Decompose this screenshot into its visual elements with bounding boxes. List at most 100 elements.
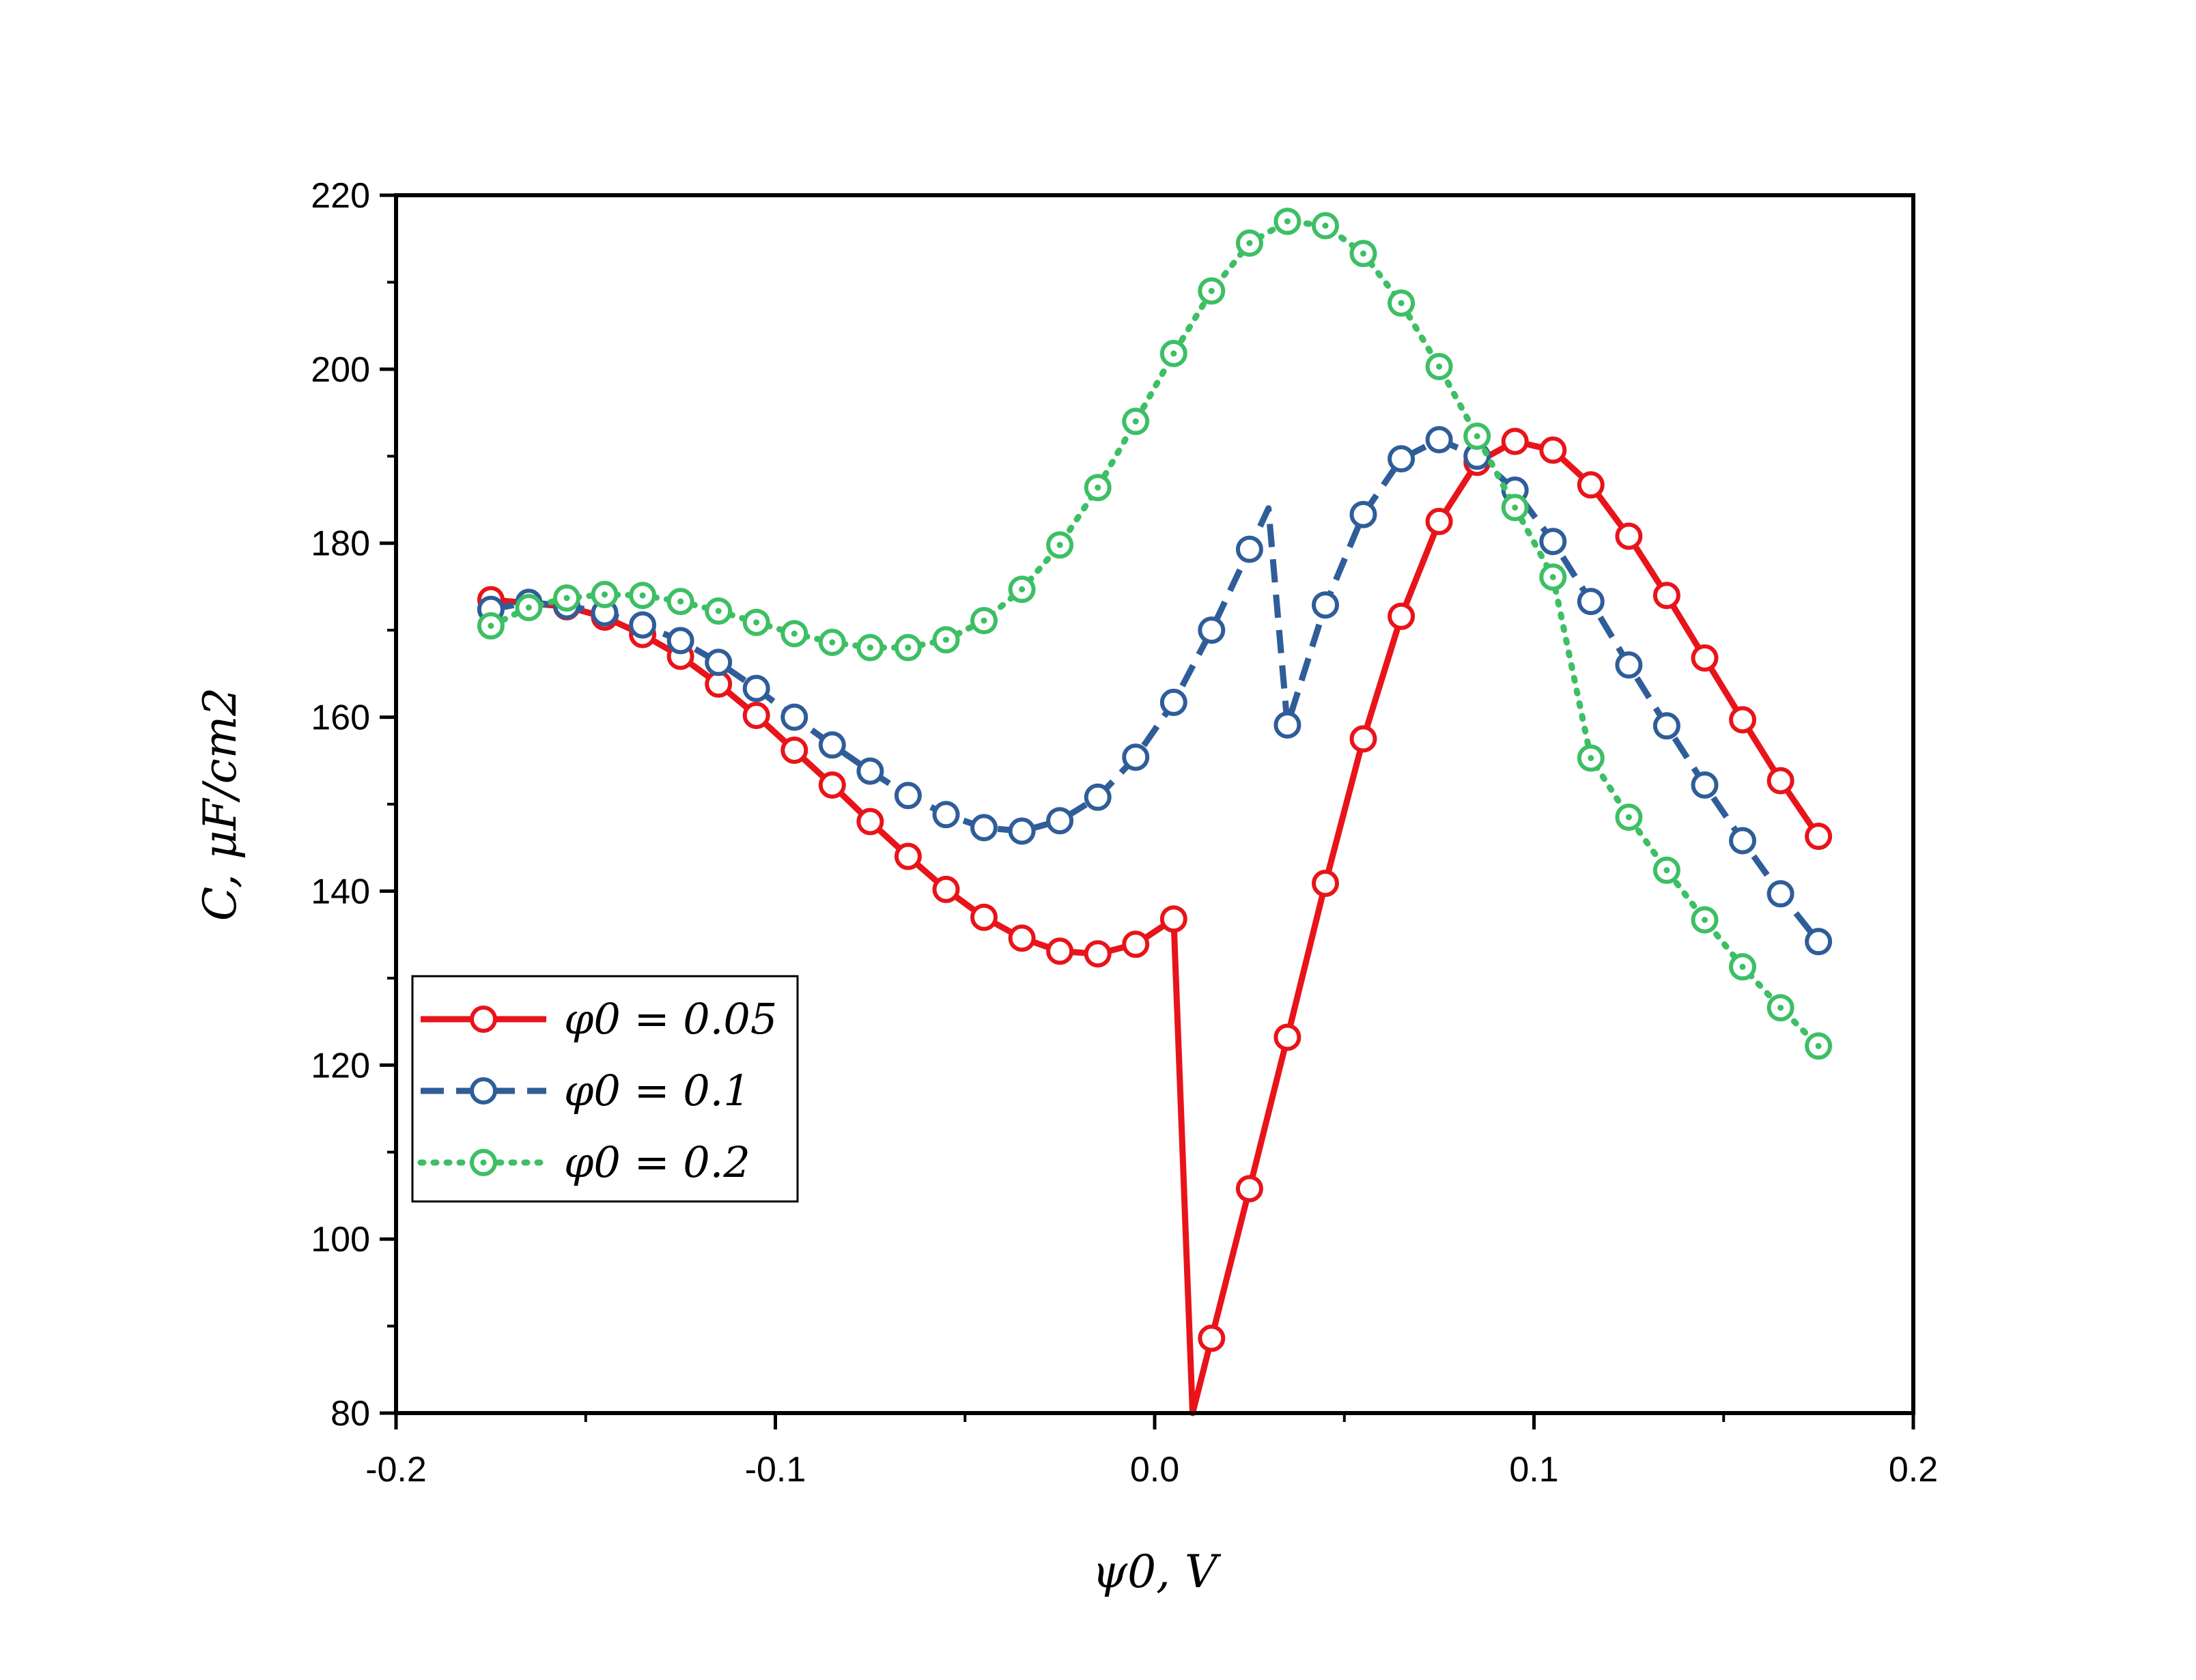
data-point: [1615, 522, 1643, 550]
y-tick-label: 80: [330, 1394, 370, 1434]
data-point: [1766, 767, 1794, 795]
data-point-dot: [867, 644, 873, 651]
data-point: [1159, 905, 1187, 933]
data-point: [894, 782, 922, 810]
x-tick-label: -0.1: [745, 1450, 806, 1490]
data-point-dot: [1132, 418, 1139, 425]
data-point: [1805, 928, 1833, 956]
data-point: [932, 875, 960, 903]
data-point: [1198, 1324, 1226, 1352]
data-point: [1312, 870, 1339, 897]
data-point-dot: [1739, 963, 1746, 970]
data-point-dot: [943, 636, 949, 643]
data-point: [1122, 743, 1150, 771]
data-point-dot: [1625, 814, 1632, 821]
y-tick-label: 140: [311, 872, 370, 911]
data-point: [1159, 688, 1187, 716]
data-point-dot: [1170, 350, 1177, 357]
data-point-dot: [1474, 433, 1480, 440]
data-point: [1046, 937, 1074, 965]
data-point-dot: [1398, 300, 1405, 307]
data-point: [1577, 588, 1605, 616]
data-point: [894, 842, 922, 870]
data-point-dot: [1095, 484, 1101, 491]
y-tick-label: 180: [311, 524, 370, 564]
data-point: [1652, 582, 1680, 610]
data-point: [1198, 616, 1226, 644]
data-point: [780, 737, 808, 764]
data-point: [1388, 445, 1416, 473]
data-point-dot: [602, 591, 608, 598]
data-point: [705, 649, 733, 677]
data-point: [1729, 706, 1756, 734]
data-point-dot: [1019, 586, 1026, 593]
x-tick-label: 0.2: [1889, 1450, 1938, 1490]
data-point: [1652, 712, 1680, 740]
data-point: [1273, 711, 1301, 739]
data-point: [1691, 644, 1719, 672]
data-point: [932, 801, 960, 829]
series-2: [477, 426, 1833, 956]
data-point: [1349, 500, 1377, 528]
data-point: [1312, 591, 1339, 619]
series-3: [477, 208, 1833, 1060]
data-point: [1425, 507, 1453, 535]
data-point-dot: [1322, 223, 1329, 229]
data-point: [742, 674, 770, 702]
data-point-dot: [1512, 504, 1519, 511]
data-point: [1388, 602, 1416, 630]
data-point-dot: [639, 592, 646, 599]
data-point: [1349, 725, 1377, 753]
data-point-dot: [1360, 250, 1366, 257]
y-tick-label: 100: [311, 1220, 370, 1259]
data-point: [818, 731, 846, 759]
plot-area: [396, 195, 1913, 1413]
data-point: [1273, 1023, 1301, 1051]
data-point: [1425, 426, 1453, 454]
x-axis-title: ψ0, V: [1092, 1546, 1222, 1598]
data-point: [1008, 817, 1036, 845]
data-point-dot: [1815, 1042, 1822, 1049]
y-tick-label: 120: [311, 1046, 370, 1085]
legend: φ0 = 0.05 φ0 = 0.1 φ0 = 0.2: [411, 975, 799, 1203]
data-point-dot: [1284, 218, 1291, 225]
data-point: [1766, 880, 1794, 908]
data-point: [970, 814, 998, 842]
data-point-dot: [829, 639, 836, 646]
data-point: [1008, 924, 1036, 952]
data-point-dot: [1777, 1004, 1784, 1011]
data-point-dot: [1663, 867, 1670, 874]
data-point: [1501, 427, 1529, 455]
data-point: [1615, 651, 1643, 679]
y-tick-label: 160: [311, 698, 370, 738]
data-point-dot: [1208, 287, 1215, 294]
x-tick-label: -0.2: [365, 1450, 427, 1490]
data-point: [1122, 930, 1150, 958]
data-point-dot: [563, 595, 570, 601]
data-point-dot: [1588, 755, 1594, 761]
data-point: [1084, 940, 1112, 968]
data-point-dot: [905, 644, 912, 651]
data-point-dot: [1056, 541, 1063, 548]
data-point: [1046, 807, 1074, 835]
data-point: [856, 757, 884, 785]
legend-label-2: φ0 = 0.1: [564, 1066, 750, 1115]
legend-marker-dot: [480, 1159, 487, 1166]
legend-label-1: φ0 = 0.05: [564, 994, 777, 1044]
data-point: [1577, 471, 1605, 499]
legend-marker-1: [470, 1006, 497, 1033]
legend-label-3: φ0 = 0.2: [564, 1137, 750, 1187]
data-point-dot: [1436, 363, 1443, 370]
data-point-dot: [753, 619, 760, 626]
y-tick-label: 200: [311, 350, 370, 390]
x-tick-label: 0.1: [1509, 1450, 1558, 1490]
data-point-dot: [715, 608, 722, 614]
data-point: [1084, 783, 1112, 811]
data-point-dot: [791, 630, 798, 637]
data-point: [856, 808, 884, 836]
data-point: [1539, 528, 1567, 556]
data-point-dot: [1549, 573, 1556, 580]
data-point: [1805, 823, 1833, 851]
data-point-dot: [1246, 240, 1253, 246]
